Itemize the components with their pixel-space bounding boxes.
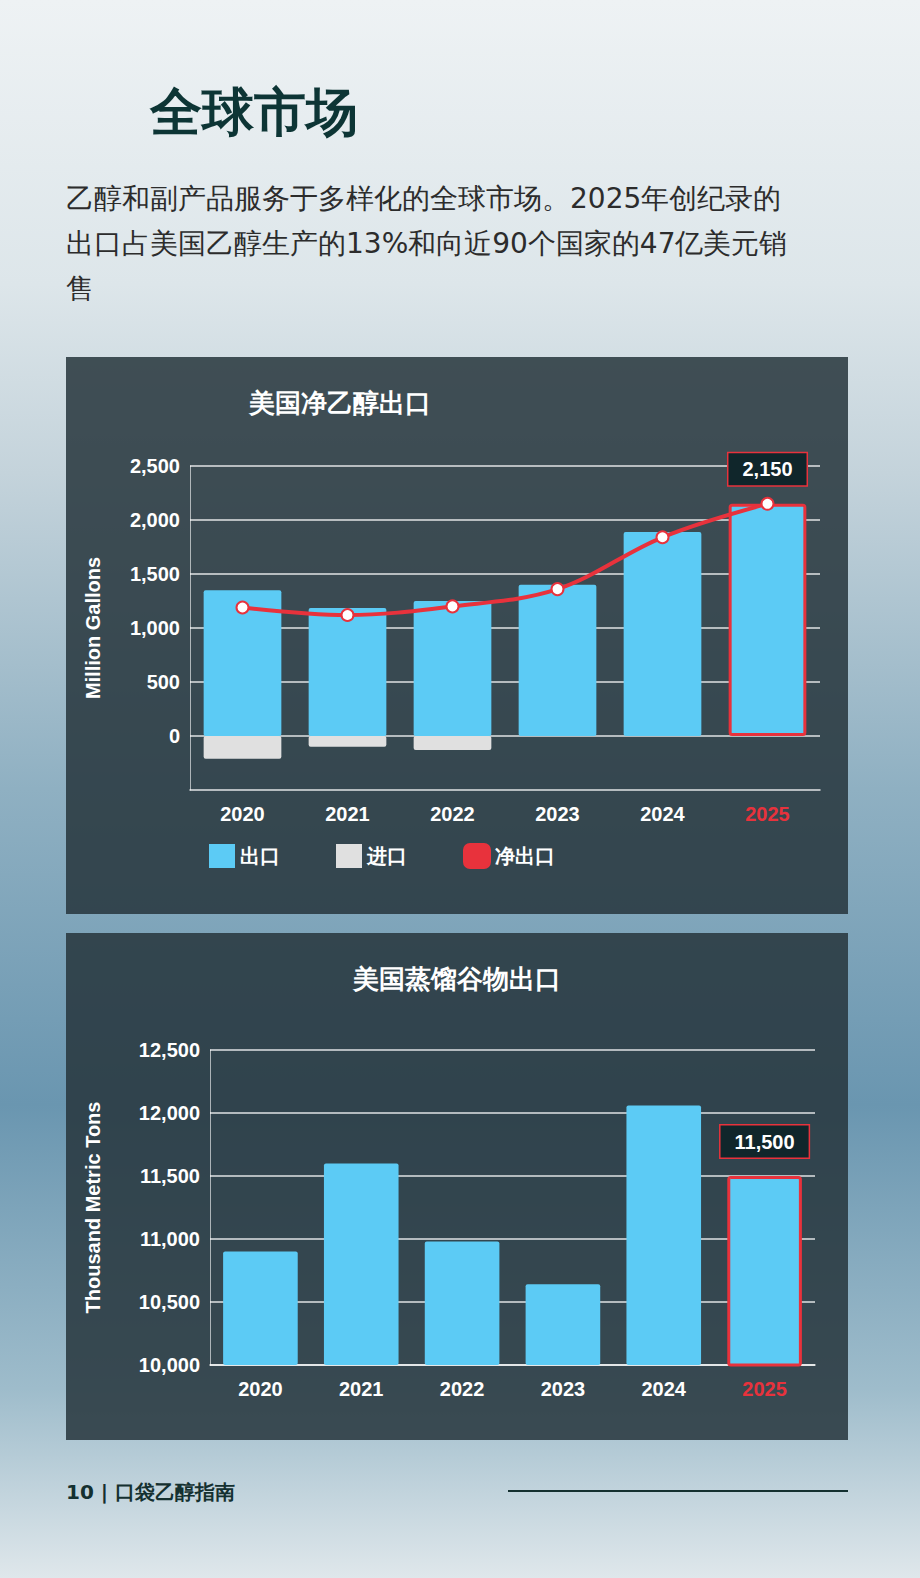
- svg-text:2,500: 2,500: [130, 455, 180, 477]
- svg-text:2024: 2024: [642, 1378, 687, 1400]
- svg-text:2023: 2023: [535, 803, 580, 825]
- svg-text:12,500: 12,500: [139, 1039, 200, 1061]
- svg-text:500: 500: [147, 671, 180, 693]
- svg-text:10,000: 10,000: [139, 1354, 200, 1376]
- svg-text:2,000: 2,000: [130, 509, 180, 531]
- svg-text:2,150: 2,150: [742, 458, 792, 480]
- svg-text:11,500: 11,500: [140, 1165, 200, 1187]
- svg-text:1,000: 1,000: [130, 617, 180, 639]
- svg-text:出口: 出口: [240, 845, 280, 867]
- svg-text:美国蒸馏谷物出口: 美国蒸馏谷物出口: [352, 964, 561, 994]
- svg-text:2020: 2020: [220, 803, 265, 825]
- svg-text:1,500: 1,500: [130, 563, 180, 585]
- html-text:乙醇和副产品服务于多样化的全球市场。2025年创纪录的出口占: 乙醇和副产品服务于多样化的全球市场。2025年创纪录的出口占美国乙醇生产的13%…: [66, 182, 788, 305]
- svg-text:Thousand Metric Tons: Thousand Metric Tons: [82, 1102, 104, 1314]
- svg-text:2023: 2023: [541, 1378, 586, 1400]
- svg-text:进口: 进口: [366, 845, 407, 867]
- svg-text:0: 0: [169, 725, 180, 747]
- html-text:全球市场: 全球市场: [150, 82, 358, 142]
- svg-text:Million Gallons: Million Gallons: [82, 557, 104, 699]
- svg-text:2025: 2025: [745, 803, 790, 825]
- svg-text:2022: 2022: [440, 1378, 485, 1400]
- svg-text:11,500: 11,500: [735, 1131, 795, 1153]
- svg-text:2021: 2021: [325, 803, 370, 825]
- svg-text:11,000: 11,000: [140, 1228, 200, 1250]
- svg-text:10,500: 10,500: [139, 1291, 200, 1313]
- svg-text:净出口: 净出口: [495, 845, 555, 867]
- svg-text:2020: 2020: [238, 1378, 282, 1400]
- svg-text:2025: 2025: [742, 1378, 787, 1400]
- svg-text:2022: 2022: [430, 803, 475, 825]
- svg-text:2021: 2021: [339, 1378, 384, 1400]
- svg-text:12,000: 12,000: [139, 1102, 200, 1124]
- html-text:10 | 口袋乙醇指南: 10 | 口袋乙醇指南: [66, 1480, 236, 1504]
- svg-text:2024: 2024: [640, 803, 685, 825]
- svg-text:美国净乙醇出口: 美国净乙醇出口: [248, 388, 431, 418]
